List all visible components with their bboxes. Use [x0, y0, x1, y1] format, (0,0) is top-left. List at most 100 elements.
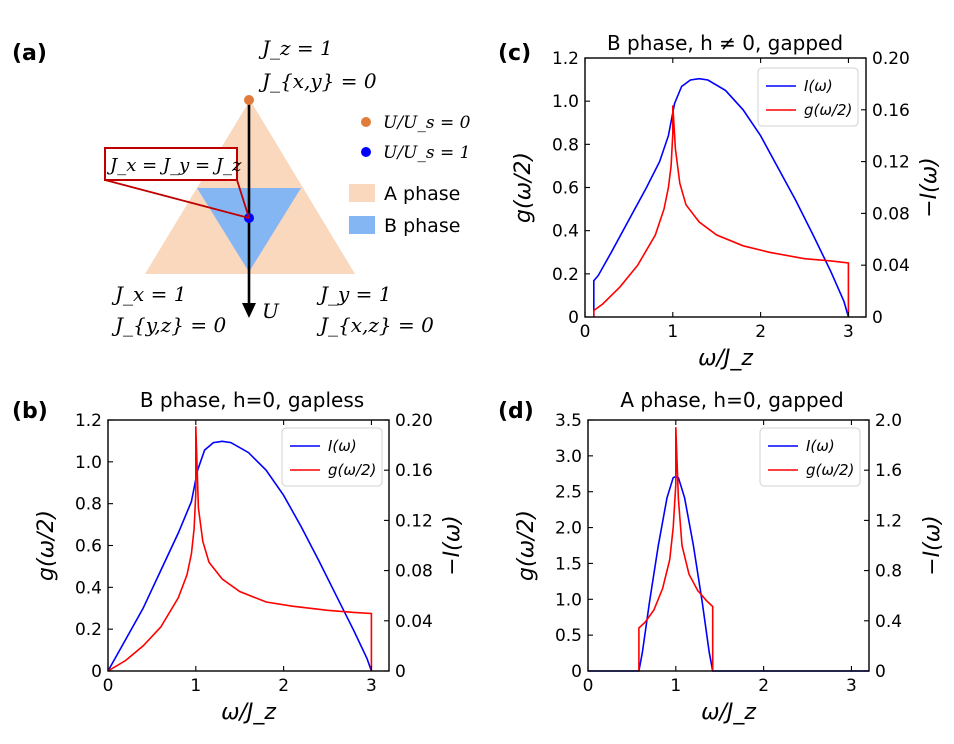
- legend-b-phase-label: B phase: [384, 215, 460, 237]
- y-right-tick-label: 0.04: [395, 612, 433, 632]
- y-left-tick-label: 3.0: [555, 447, 582, 467]
- y-right-tick-label: 0.16: [395, 461, 433, 481]
- chart-c: 0 1 2 300.20.40.60.81.01.200.040.080.120.16…: [498, 31, 942, 371]
- y-left-tick-label: 0.2: [75, 620, 102, 640]
- y-left-tick-label: 0.6: [75, 537, 102, 557]
- y-left-axis-label: g(ω/2): [511, 152, 536, 223]
- legend-u1-marker: [361, 147, 371, 157]
- chart-title: B phase, h ≠ 0, gapped: [607, 31, 843, 55]
- y-right-axis-label: −I(ω): [917, 157, 942, 218]
- y-right-tick-label: 0.8: [875, 562, 902, 582]
- legend-b-phase-swatch: [349, 216, 375, 234]
- u0-point: [244, 95, 254, 105]
- legend-a-phase-swatch: [349, 184, 375, 202]
- x-tick-label: 1: [667, 322, 678, 342]
- legend-u1-label: U/U_s = 1: [383, 143, 470, 163]
- series-line-g: [107, 426, 373, 672]
- legend: I(ω) g(ω/2): [759, 427, 861, 487]
- legend-label-I: I(ω): [804, 77, 833, 95]
- legend-label-g: g(ω/2): [328, 461, 376, 479]
- legend: I(ω) g(ω/2): [281, 427, 383, 487]
- y-left-tick-label: 1.2: [552, 49, 579, 69]
- top-vertex-line2: J_{x,y} = 0: [258, 69, 377, 93]
- y-right-tick-label: 0: [395, 662, 406, 682]
- y-left-axis-label: g(ω/2): [514, 510, 539, 581]
- left-vertex-line1: J_x = 1: [111, 282, 187, 306]
- y-right-tick-label: 0: [875, 662, 886, 682]
- y-right-tick-label: 0.08: [395, 562, 433, 582]
- chart-panels: 0 1 2 300.20.40.60.81.01.200.040.080.120.16…: [12, 31, 945, 725]
- y-left-tick-label: 1.0: [552, 92, 579, 112]
- legend-label-g: g(ω/2): [804, 101, 852, 119]
- y-right-tick-label: 0.20: [872, 49, 910, 69]
- series-line-I: [592, 77, 850, 318]
- y-right-tick-label: 1.2: [875, 511, 902, 531]
- x-tick-label: 0: [583, 676, 594, 696]
- x-tick-label: 0: [580, 322, 591, 342]
- y-left-tick-label: 0.5: [555, 626, 582, 646]
- x-tick-label: 2: [758, 676, 769, 696]
- right-vertex-line1: J_y = 1: [316, 282, 392, 306]
- y-left-tick-label: 0: [571, 662, 582, 682]
- legend-u0-marker: [361, 117, 371, 127]
- y-right-tick-label: 0.04: [872, 256, 910, 276]
- y-right-axis-label: −I(ω): [440, 515, 465, 576]
- series-line-I: [588, 475, 869, 672]
- series-line-I: [107, 440, 373, 672]
- y-right-tick-label: 0.16: [872, 101, 910, 121]
- y-left-tick-label: 2.5: [555, 483, 582, 503]
- chart-b: 0 1 2 300.20.40.60.81.01.200.040.080.120.16…: [12, 388, 465, 725]
- x-tick-label: 3: [846, 676, 857, 696]
- iso-pointer-2: [236, 179, 250, 219]
- y-left-tick-label: 1.2: [75, 411, 102, 431]
- iso-pointer-1: [104, 179, 250, 219]
- panel-a-label: (a): [12, 41, 47, 66]
- series-line-g: [592, 105, 850, 317]
- x-tick-label: 1: [670, 676, 681, 696]
- u-arrow-head: [242, 303, 256, 318]
- y-right-tick-label: 2.0: [875, 411, 902, 431]
- iso-label-box: [104, 147, 238, 181]
- x-tick-label: 3: [366, 676, 377, 696]
- y-right-tick-label: 1.6: [875, 461, 902, 481]
- iso-label: J_x = J_y = J_z: [106, 155, 242, 176]
- chart-title: A phase, h=0, gapped: [620, 388, 843, 412]
- y-left-axis-label: g(ω/2): [34, 510, 59, 581]
- series-line-g: [638, 427, 714, 671]
- y-left-tick-label: 0: [568, 308, 579, 328]
- right-vertex-line2: J_{x,z} = 0: [316, 313, 434, 337]
- y-right-tick-label: 0.4: [875, 612, 902, 632]
- y-right-axis-label: −I(ω): [920, 515, 945, 576]
- y-left-tick-label: 1.5: [555, 554, 582, 574]
- y-left-tick-label: 3.5: [555, 411, 582, 431]
- y-left-tick-label: 0.2: [552, 265, 579, 285]
- x-axis-label: ω/J_z: [221, 700, 276, 725]
- y-left-tick-label: 0.6: [552, 179, 579, 199]
- y-left-tick-label: 1.0: [555, 590, 582, 610]
- y-right-tick-label: 0.12: [395, 511, 433, 531]
- legend-label-I: I(ω): [328, 437, 357, 455]
- left-vertex-line2: J_{y,z} = 0: [111, 313, 226, 337]
- panel-label: (c): [498, 41, 531, 66]
- chart-title: B phase, h=0, gapless: [140, 388, 364, 412]
- legend-frame: [281, 427, 383, 487]
- top-vertex-line1: J_z = 1: [258, 36, 333, 60]
- legend-a-phase-label: A phase: [384, 183, 460, 205]
- x-axis-label: ω/J_z: [701, 700, 756, 725]
- y-right-tick-label: 0.08: [872, 204, 910, 224]
- x-tick-label: 3: [843, 322, 854, 342]
- y-left-tick-label: 0.4: [552, 222, 579, 242]
- y-left-tick-label: 0.4: [75, 578, 102, 598]
- y-right-tick-label: 0: [872, 308, 883, 328]
- y-right-tick-label: 0.20: [395, 411, 433, 431]
- y-left-tick-label: 0: [91, 662, 102, 682]
- x-tick-label: 0: [103, 676, 114, 696]
- x-tick-label: 1: [190, 676, 201, 696]
- panel-label: (d): [498, 399, 534, 424]
- legend-frame: [759, 427, 861, 487]
- y-left-tick-label: 1.0: [75, 453, 102, 473]
- panel-a: (a) U J_x = J_y = J_z J_z = 1 J_{x,y} = …: [12, 36, 471, 337]
- u-arrow-label: U: [262, 299, 280, 323]
- y-left-tick-label: 0.8: [552, 135, 579, 155]
